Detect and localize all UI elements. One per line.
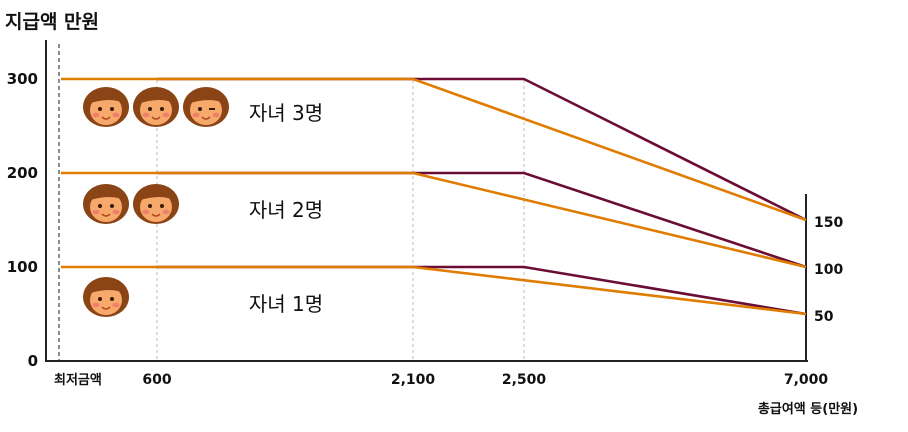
group-label: 자녀 2명 bbox=[249, 198, 323, 222]
x-axis-label: 총급여액 등(만원) bbox=[758, 401, 858, 417]
legend-single: 홑벌이가구 bbox=[362, 394, 460, 424]
series-line-single bbox=[61, 171, 807, 269]
child-face-icon bbox=[83, 184, 129, 224]
child-face-icon bbox=[133, 184, 179, 224]
child-face-icon bbox=[83, 277, 129, 317]
child-face-icon bbox=[133, 87, 179, 127]
legend-single-label: 홑벌이가구 bbox=[378, 402, 444, 418]
x-tick-label: 600 bbox=[142, 372, 171, 388]
group-label: 자녀 1명 bbox=[249, 292, 323, 316]
chart-title: 지급액 만원 bbox=[5, 11, 99, 33]
y-tick-label: 200 bbox=[7, 164, 38, 182]
child-face-icon bbox=[183, 87, 229, 127]
x-tick-label: 2,500 bbox=[502, 372, 547, 388]
legend-dual-label: 맞벌이가구 bbox=[496, 402, 562, 418]
y-tick-label: 300 bbox=[7, 70, 38, 88]
right-value-label: 100 bbox=[814, 262, 843, 278]
series-line-single bbox=[61, 77, 807, 222]
y-tick-label: 100 bbox=[7, 258, 38, 276]
child-face-icon bbox=[83, 87, 129, 127]
legend-dual: 맞벌이가구 bbox=[481, 394, 577, 424]
right-value-label: 50 bbox=[814, 309, 834, 325]
series-line-single bbox=[61, 265, 807, 316]
x-tick-label: 최저금액 bbox=[54, 373, 102, 388]
y-tick-label: 0 bbox=[28, 352, 38, 370]
x-tick-label: 7,000 bbox=[784, 372, 829, 388]
right-value-label: 150 bbox=[814, 215, 843, 231]
group-label: 자녀 3명 bbox=[249, 101, 323, 125]
x-tick-label: 2,100 bbox=[391, 372, 436, 388]
